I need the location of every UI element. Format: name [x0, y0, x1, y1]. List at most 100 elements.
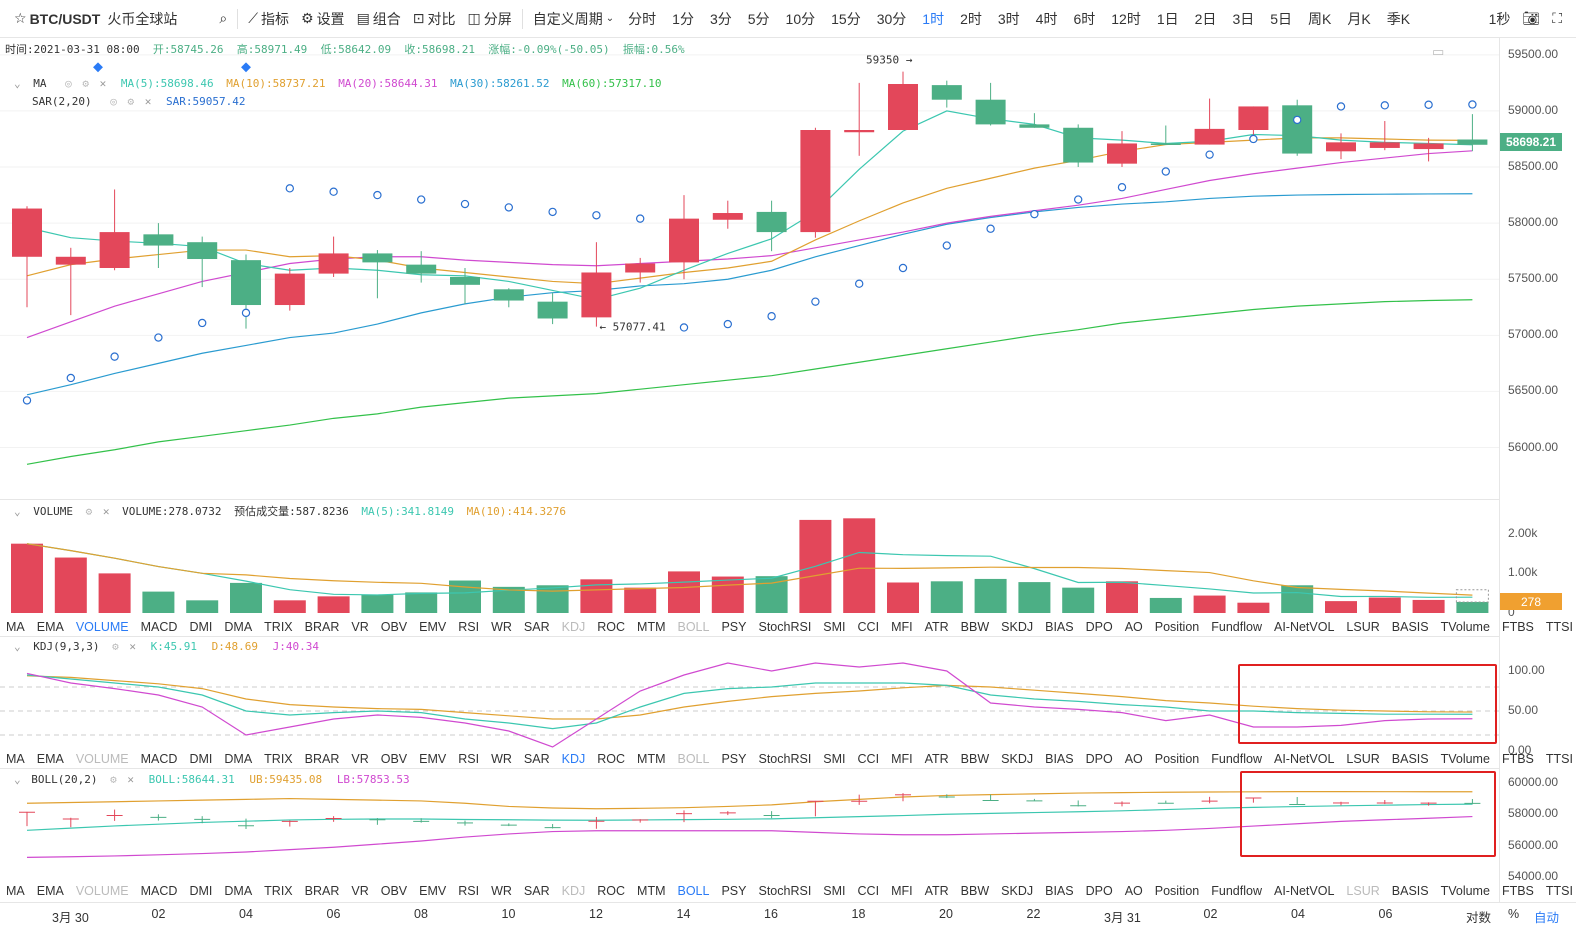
indicator-tab-ma[interactable]: MA [6, 884, 25, 898]
gear-icon[interactable]: ⚙ [112, 640, 119, 653]
indicator-tab-basis[interactable]: BASIS [1391, 884, 1429, 898]
indicator-tab-basis[interactable]: BASIS [1391, 752, 1429, 766]
indicator-tab-boll[interactable]: BOLL [677, 620, 710, 634]
indicator-tab-rsi[interactable]: RSI [458, 620, 480, 634]
indicator-tab-obv[interactable]: OBV [380, 752, 408, 766]
indicator-tab-rsi[interactable]: RSI [458, 752, 480, 766]
indicator-tab-mtm[interactable]: MTM [637, 752, 666, 766]
indicator-tab-ma[interactable]: MA [6, 620, 25, 634]
indicator-tab-bias[interactable]: BIAS [1045, 620, 1074, 634]
gear-icon[interactable]: ⚙ [82, 77, 89, 90]
gear-icon[interactable]: ⚙ [127, 95, 135, 108]
indicator-tab-mfi[interactable]: MFI [891, 884, 913, 898]
indicator-tab-ai-netvol[interactable]: AI-NetVOL [1273, 620, 1335, 634]
indicator-tab-fundflow[interactable]: Fundflow [1211, 620, 1262, 634]
indicator-tab-dpo[interactable]: DPO [1085, 620, 1113, 634]
indicator-tab-kdj[interactable]: KDJ [561, 752, 586, 766]
indicator-tab-wr[interactable]: WR [491, 752, 512, 766]
indicator-tab-psy[interactable]: PSY [721, 620, 747, 634]
close-icon[interactable]: ✕ [99, 77, 107, 90]
period-tab-1[interactable]: 1分 [672, 10, 694, 27]
menu-combine[interactable]: ▤ 组合 [351, 0, 407, 38]
indicator-tab-dpo[interactable]: DPO [1085, 884, 1113, 898]
indicator-tab-ai-netvol[interactable]: AI-NetVOL [1273, 884, 1335, 898]
indicator-tab-lsur[interactable]: LSUR [1346, 752, 1380, 766]
indicator-tab-volume[interactable]: VOLUME [75, 620, 129, 634]
screenshot-button[interactable]: 📷︎ [1516, 0, 1546, 38]
indicator-tab-emv[interactable]: EMV [419, 884, 447, 898]
indicator-tab-boll[interactable]: BOLL [677, 884, 710, 898]
time-axis[interactable]: 对数 % 自动 3月 30 02 04 06 08 10 12 14 16 18 20 22 3月 31… [0, 902, 1576, 929]
indicator-tab-rsi[interactable]: RSI [458, 884, 480, 898]
indicator-tab-bbw[interactable]: BBW [960, 620, 990, 634]
indicator-tab-ttsi[interactable]: TTSI [1545, 752, 1573, 766]
period-tab-15[interactable]: 3日 [1232, 10, 1255, 27]
indicator-tab-ao[interactable]: AO [1124, 752, 1143, 766]
collapse-icon[interactable]: ⌄ [14, 77, 21, 90]
indicator-tab-ema[interactable]: EMA [36, 884, 64, 898]
star-icon[interactable]: ☆ [14, 10, 27, 26]
indicator-tab-bias[interactable]: BIAS [1045, 884, 1074, 898]
period-tab-9[interactable]: 3时 [997, 10, 1020, 27]
indicator-tab-bias[interactable]: BIAS [1045, 752, 1074, 766]
fullscreen-button[interactable]: ⛶ [1546, 0, 1576, 38]
period-tab-8[interactable]: 2时 [960, 10, 982, 27]
indicator-tab-atr[interactable]: ATR [924, 620, 949, 634]
indicator-tab-ema[interactable]: EMA [36, 752, 64, 766]
indicator-tab-emv[interactable]: EMV [419, 752, 447, 766]
indicator-tab-ma[interactable]: MA [6, 752, 25, 766]
indicator-tab-ttsi[interactable]: TTSI [1545, 884, 1573, 898]
indicator-tab-position[interactable]: Position [1154, 884, 1200, 898]
indicator-tab-dmi[interactable]: DMI [189, 752, 213, 766]
indicator-tab-stochrsi[interactable]: StochRSI [758, 884, 812, 898]
close-icon[interactable]: ✕ [127, 773, 134, 786]
indicator-tab-ftbs[interactable]: FTBS [1501, 884, 1534, 898]
indicator-tab-fundflow[interactable]: Fundflow [1211, 752, 1262, 766]
indicator-tab-lsur[interactable]: LSUR [1346, 884, 1380, 898]
menu-split[interactable]: ◫ 分屏 [462, 0, 518, 38]
menu-compare[interactable]: ⊡ 对比 [407, 0, 462, 38]
indicator-tab-dmi[interactable]: DMI [189, 620, 213, 634]
indicator-tab-mtm[interactable]: MTM [637, 884, 666, 898]
indicator-tab-skdj[interactable]: SKDJ [1001, 752, 1034, 766]
indicator-tab-macd[interactable]: MACD [140, 752, 178, 766]
indicator-tab-skdj[interactable]: SKDJ [1001, 884, 1034, 898]
period-tab-18[interactable]: 月K [1347, 10, 1371, 27]
period-tab-14[interactable]: 2日 [1194, 10, 1217, 27]
indicator-tab-mfi[interactable]: MFI [891, 752, 913, 766]
menu-indicator[interactable]: ⟋ 指标 [242, 0, 295, 38]
collapse-icon[interactable]: ⌄ [14, 640, 21, 653]
period-tab-2[interactable]: 3分 [709, 10, 732, 27]
close-icon[interactable]: ✕ [129, 640, 136, 653]
indicator-tab-boll[interactable]: BOLL [677, 752, 710, 766]
period-tab-19[interactable]: 季K [1386, 10, 1411, 27]
period-tab-3[interactable]: 5分 [747, 10, 770, 27]
indicator-tab-brar[interactable]: BRAR [304, 884, 340, 898]
indicator-tab-sar[interactable]: SAR [523, 884, 550, 898]
period-tab-13[interactable]: 1日 [1156, 10, 1179, 27]
period-tab-5[interactable]: 15分 [831, 10, 861, 27]
indicator-tab-position[interactable]: Position [1154, 620, 1200, 634]
indicator-tab-dmi[interactable]: DMI [189, 884, 213, 898]
note-icon[interactable]: ▭ [1432, 44, 1445, 59]
indicator-tab-smi[interactable]: SMI [823, 884, 846, 898]
period-tab-6[interactable]: 30分 [876, 10, 907, 27]
indicator-tab-dpo[interactable]: DPO [1085, 752, 1113, 766]
log-scale-toggle[interactable]: 对数 [1466, 911, 1492, 925]
indicator-tab-psy[interactable]: PSY [721, 884, 747, 898]
indicator-tab-bbw[interactable]: BBW [960, 752, 990, 766]
indicator-tab-cci[interactable]: CCI [857, 752, 880, 766]
indicator-tab-ftbs[interactable]: FTBS [1501, 620, 1534, 634]
indicator-tab-smi[interactable]: SMI [823, 620, 846, 634]
indicator-tab-trix[interactable]: TRIX [264, 752, 293, 766]
indicator-tab-tvolume[interactable]: TVolume [1440, 752, 1490, 766]
indicator-tab-tvolume[interactable]: TVolume [1440, 620, 1490, 634]
indicator-tab-skdj[interactable]: SKDJ [1001, 620, 1034, 634]
eye-icon[interactable]: ◎ [110, 95, 117, 108]
chart-canvas[interactable]: 59350 → ← 57077.41 [0, 38, 1499, 902]
collapse-icon[interactable]: ⌄ [14, 505, 21, 518]
symbol-selector[interactable]: ☆ BTC/USDT 火币全球站 [0, 0, 183, 38]
indicator-tab-stochrsi[interactable]: StochRSI [758, 752, 812, 766]
indicator-tab-brar[interactable]: BRAR [304, 752, 340, 766]
indicator-tab-tvolume[interactable]: TVolume [1440, 884, 1490, 898]
